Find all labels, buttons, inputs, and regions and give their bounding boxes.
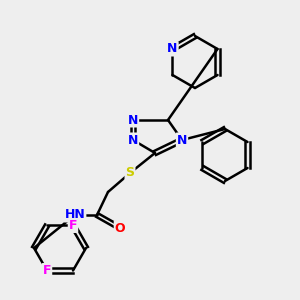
- Text: S: S: [125, 167, 134, 179]
- Text: N: N: [167, 43, 178, 56]
- Text: N: N: [128, 134, 138, 146]
- Text: O: O: [115, 221, 125, 235]
- Text: F: F: [69, 219, 77, 232]
- Text: N: N: [128, 113, 138, 127]
- Text: F: F: [43, 264, 51, 277]
- Text: N: N: [177, 134, 187, 146]
- Text: HN: HN: [64, 208, 86, 221]
